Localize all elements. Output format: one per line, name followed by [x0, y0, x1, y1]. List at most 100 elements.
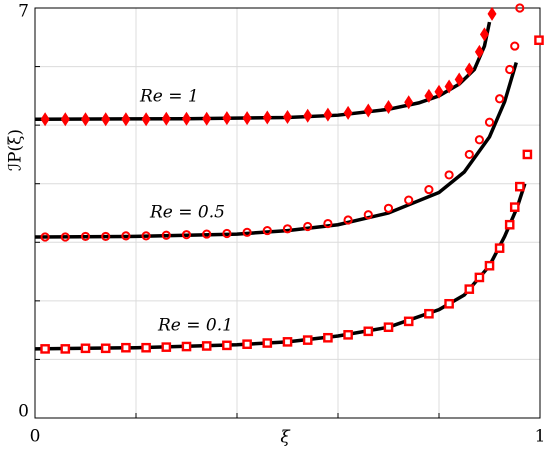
marker-square: [141, 342, 151, 353]
marker-square: [504, 219, 515, 230]
marker-diamond: [487, 6, 497, 21]
marker-circle: [181, 230, 192, 240]
marker-diamond: [384, 99, 393, 114]
plot-frame: [34, 7, 541, 419]
marker-diamond: [434, 84, 444, 99]
curve: [34, 183, 527, 351]
marker-square: [201, 341, 212, 351]
marker-circle: [444, 170, 454, 180]
marker-circle: [424, 184, 434, 195]
marker-circle: [282, 224, 293, 234]
marker-diamond: [343, 105, 353, 120]
x-tick-label: 0: [30, 427, 41, 447]
marker-square: [474, 272, 485, 283]
marker-diamond: [479, 27, 489, 42]
marker-square: [343, 330, 353, 340]
marker-square: [534, 35, 544, 46]
marker-circle: [121, 231, 131, 241]
marker-circle: [262, 225, 272, 236]
marker-diamond: [404, 95, 414, 110]
x-axis-label: ξ: [280, 428, 291, 448]
marker-diamond: [454, 72, 464, 87]
marker-circle: [363, 210, 373, 220]
marker-square: [484, 260, 495, 271]
marker-diamond: [242, 111, 252, 126]
marker-circle: [515, 3, 525, 13]
marker-diamond: [303, 108, 313, 123]
marker-square: [40, 344, 50, 354]
marker-circle: [242, 227, 252, 237]
curve: [34, 61, 518, 239]
marker-circle: [303, 221, 313, 232]
marker-square: [383, 322, 394, 333]
marker-circle: [161, 230, 171, 240]
marker-diamond: [121, 112, 131, 127]
series-label: Re = 1: [139, 87, 199, 107]
marker-circle: [404, 195, 414, 205]
marker-square: [424, 308, 434, 319]
marker-square: [444, 298, 454, 309]
marker-circle: [101, 231, 111, 242]
y-axis-label: ℐP(ξ): [6, 129, 26, 171]
marker-diamond: [323, 107, 333, 122]
marker-square: [515, 181, 525, 192]
marker-square: [121, 342, 131, 353]
marker-diamond: [222, 111, 232, 126]
marker-square: [80, 343, 91, 354]
marker-diamond: [60, 112, 70, 127]
marker-square: [323, 332, 333, 343]
marker-diamond: [424, 88, 434, 103]
y-tick-label: 7: [18, 2, 29, 22]
marker-circle: [343, 215, 353, 225]
marker-square: [282, 337, 293, 347]
series-label: Re = 0.1: [157, 316, 233, 336]
y-tick-label: 0: [18, 402, 29, 422]
marker-square: [242, 339, 252, 350]
marker-square: [494, 243, 505, 253]
marker-diamond: [262, 110, 272, 125]
marker-square: [403, 316, 414, 327]
marker-square: [302, 335, 313, 345]
marker-square: [100, 343, 111, 354]
marker-circle: [141, 231, 151, 241]
marker-diamond: [81, 112, 90, 127]
marker-square: [181, 341, 192, 352]
marker-diamond: [161, 111, 171, 126]
marker-circle: [383, 203, 394, 213]
curve: [34, 21, 492, 122]
marker-square: [509, 202, 520, 212]
marker-square: [60, 344, 71, 354]
marker-diamond: [464, 62, 474, 77]
marker-square: [222, 340, 232, 351]
marker-diamond: [474, 44, 484, 59]
marker-square: [161, 342, 172, 352]
marker-circle: [40, 232, 50, 242]
marker-diamond: [283, 109, 292, 124]
marker-circle: [505, 64, 515, 75]
marker-circle: [464, 149, 474, 160]
marker-circle: [323, 218, 333, 229]
marker-square: [363, 326, 374, 337]
marker-circle: [80, 231, 91, 242]
marker-diamond: [202, 111, 212, 126]
marker-circle: [510, 41, 520, 51]
marker-diamond: [363, 103, 373, 118]
marker-diamond: [40, 112, 50, 127]
marker-square: [464, 284, 475, 294]
marker-diamond: [182, 111, 191, 126]
marker-diamond: [101, 112, 111, 127]
marker-circle: [222, 228, 232, 239]
marker-circle: [484, 117, 495, 127]
marker-circle: [474, 135, 484, 145]
marker-circle: [202, 229, 212, 239]
marker-square: [522, 149, 533, 160]
marker-square: [262, 338, 273, 348]
marker-circle: [495, 94, 505, 104]
series-label: Re = 0.5: [149, 203, 225, 223]
marker-diamond: [141, 112, 151, 127]
x-tick-label: 1: [535, 427, 546, 447]
marker-diamond: [444, 79, 454, 94]
marker-circle: [60, 232, 70, 242]
